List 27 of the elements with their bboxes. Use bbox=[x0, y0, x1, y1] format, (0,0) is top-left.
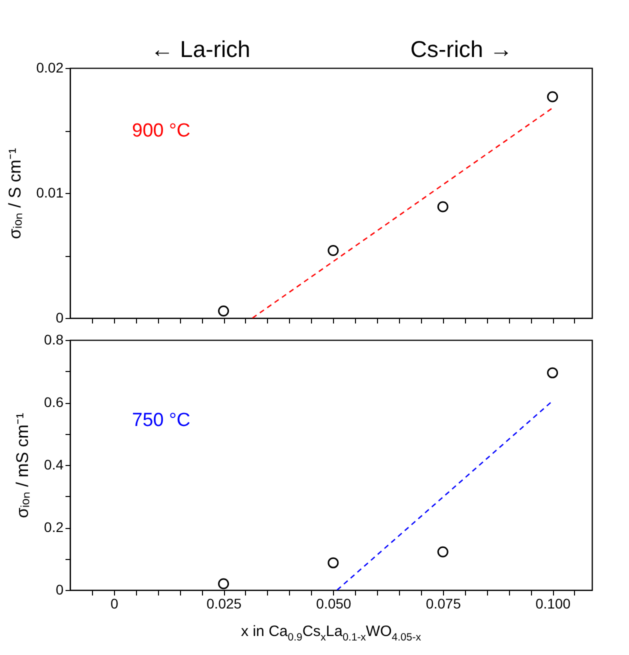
y-tick-label: 0.6 bbox=[44, 394, 64, 410]
x-tick-label: 0.025 bbox=[206, 596, 242, 612]
point bbox=[437, 201, 448, 212]
text: Cs-rich → bbox=[410, 36, 513, 62]
y-tick-label: 0.2 bbox=[44, 519, 64, 535]
y-tick-label: 0.01 bbox=[36, 184, 64, 200]
text: ← La-rich bbox=[150, 36, 250, 62]
point bbox=[328, 557, 339, 568]
x-tick-label: 0.050 bbox=[316, 596, 352, 612]
y-tick-label: 0.02 bbox=[36, 60, 64, 76]
x-tick-label: 0.075 bbox=[426, 596, 462, 612]
y-axis-title: σᵢₒₙ / mS cm⁻¹ bbox=[13, 412, 32, 518]
point bbox=[218, 578, 230, 590]
y-tick-label: 0.8 bbox=[44, 332, 64, 348]
point bbox=[328, 245, 339, 256]
x-tick-label: 0 bbox=[110, 596, 118, 612]
y-axis-title: σᵢₒₙ / S cm⁻¹ bbox=[5, 148, 24, 240]
x-tick-label: 0.100 bbox=[536, 596, 571, 612]
y-tick-label: 0 bbox=[56, 582, 64, 598]
y-tick-label: 0 bbox=[56, 310, 64, 326]
point bbox=[547, 91, 558, 102]
text: 900 °C bbox=[132, 120, 190, 142]
text: 750 °C bbox=[132, 410, 190, 431]
y-tick-label: 0.4 bbox=[44, 456, 64, 472]
point bbox=[547, 367, 558, 378]
point bbox=[437, 546, 448, 558]
point bbox=[218, 306, 230, 316]
